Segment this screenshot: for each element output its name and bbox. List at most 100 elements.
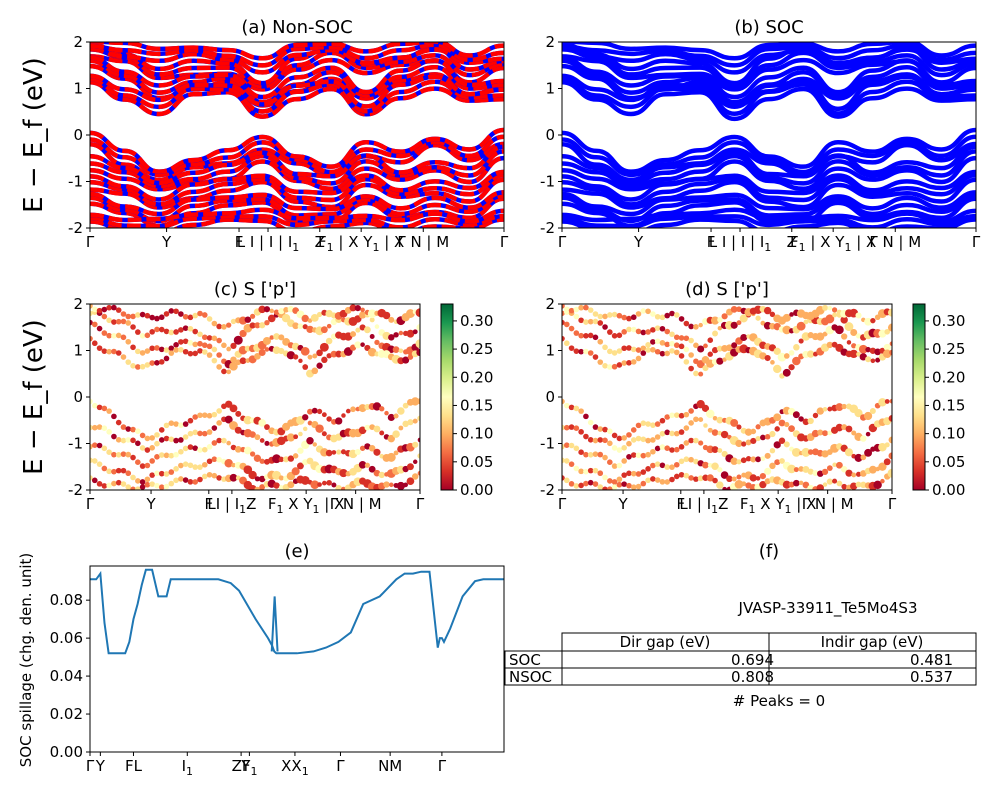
scatter-point <box>659 340 666 346</box>
scatter-point <box>611 363 618 370</box>
scatter-point <box>354 341 362 349</box>
band-line <box>562 149 976 189</box>
x-tick-label: F <box>676 495 685 513</box>
scatter-point <box>822 304 829 311</box>
x-tick-label: Γ <box>438 757 447 775</box>
scatter-point <box>287 455 295 462</box>
scatter-point <box>640 308 647 314</box>
scatter-point <box>621 345 627 352</box>
scatter-point <box>602 474 608 481</box>
scatter-point <box>769 447 776 454</box>
y-tick-label: -2 <box>540 219 555 237</box>
band-line-nsoc <box>90 127 504 174</box>
band-line-nsoc <box>90 42 504 86</box>
scatter-point <box>688 323 694 330</box>
scatter-point <box>693 437 699 444</box>
scatter-point <box>101 425 108 432</box>
scatter-point <box>321 480 327 486</box>
scatter-point <box>597 437 604 443</box>
scatter-point <box>611 484 618 490</box>
scatter-point <box>844 448 854 457</box>
scatter-point <box>283 306 289 313</box>
scatter-point <box>163 471 170 477</box>
scatter-point <box>173 342 179 348</box>
scatter-point <box>816 484 824 490</box>
scatter-point <box>664 341 671 348</box>
scatter-point <box>259 484 266 490</box>
scatter-point <box>201 473 208 480</box>
colorbar-tick-label: 0.10 <box>460 425 493 443</box>
scatter-point <box>335 485 342 490</box>
scatter-point <box>678 471 685 478</box>
scatter-point <box>302 426 308 432</box>
scatter-point <box>697 475 704 482</box>
scatter-point <box>130 324 136 330</box>
scatter-point <box>711 347 719 354</box>
scatter-point <box>364 462 370 468</box>
scatter-point <box>211 335 218 342</box>
scatter-point <box>782 325 792 335</box>
scatter-point <box>243 415 253 425</box>
scatter-point <box>688 420 694 426</box>
scatter-point <box>382 311 391 320</box>
scatter-point <box>149 314 155 321</box>
scatter-point <box>135 440 141 447</box>
scatter-point <box>873 480 882 490</box>
band-line <box>562 190 976 217</box>
scatter-point <box>607 486 613 490</box>
scatter-point <box>583 333 589 339</box>
scatter-point <box>149 481 155 487</box>
scatter-point <box>587 467 594 474</box>
band-line-nsoc <box>90 213 504 228</box>
scatter-point <box>578 304 584 311</box>
scatter-point <box>139 350 146 356</box>
scatter-point <box>96 481 103 487</box>
scatter-point <box>817 429 824 436</box>
x-tick-label: I1​ <box>182 757 193 778</box>
scatter-point <box>216 337 222 344</box>
scatter-point <box>178 422 184 428</box>
scatter-point <box>221 342 227 349</box>
scatter-point <box>398 348 404 354</box>
scatter-point <box>417 437 420 443</box>
scatter-point <box>678 335 685 341</box>
scatter-point <box>144 447 151 453</box>
scatter-point <box>154 482 160 489</box>
scatter-point <box>736 424 742 430</box>
scatter-point <box>187 444 194 450</box>
band-line-nsoc <box>90 177 504 210</box>
scatter-point <box>878 442 887 452</box>
scatter-point <box>821 468 829 475</box>
colorbar-d <box>912 303 926 491</box>
scatter-point <box>669 348 675 354</box>
scatter-point <box>826 341 834 349</box>
scatter-point <box>626 345 632 351</box>
scatter-point <box>683 440 690 446</box>
colorbar-tick-label: 0.20 <box>460 368 493 386</box>
scatter-point <box>230 356 237 363</box>
scatter-point <box>779 458 785 464</box>
scatter <box>562 304 892 490</box>
scatter-point <box>793 344 800 351</box>
band-line-nsoc <box>90 207 504 224</box>
scatter-point <box>836 480 843 487</box>
scatter-point <box>688 365 694 372</box>
scatter-point <box>745 439 752 446</box>
x-tick-label: L I | I | I1​ <box>709 233 772 254</box>
scatter-point <box>578 482 584 489</box>
scatter-point <box>221 437 227 444</box>
scatter-point <box>763 306 772 315</box>
scatter-point <box>360 307 365 313</box>
scatter-point <box>321 356 328 364</box>
scatter-point <box>111 348 117 355</box>
scatter-point <box>739 314 748 323</box>
scatter-point <box>769 311 776 318</box>
scatter-point <box>796 321 806 331</box>
scatter-point <box>688 475 694 481</box>
scatter-point <box>764 354 771 362</box>
scatter-point <box>802 481 810 489</box>
scatter-point <box>597 426 604 432</box>
scatter-point <box>120 481 127 487</box>
scatter-point <box>822 407 828 412</box>
